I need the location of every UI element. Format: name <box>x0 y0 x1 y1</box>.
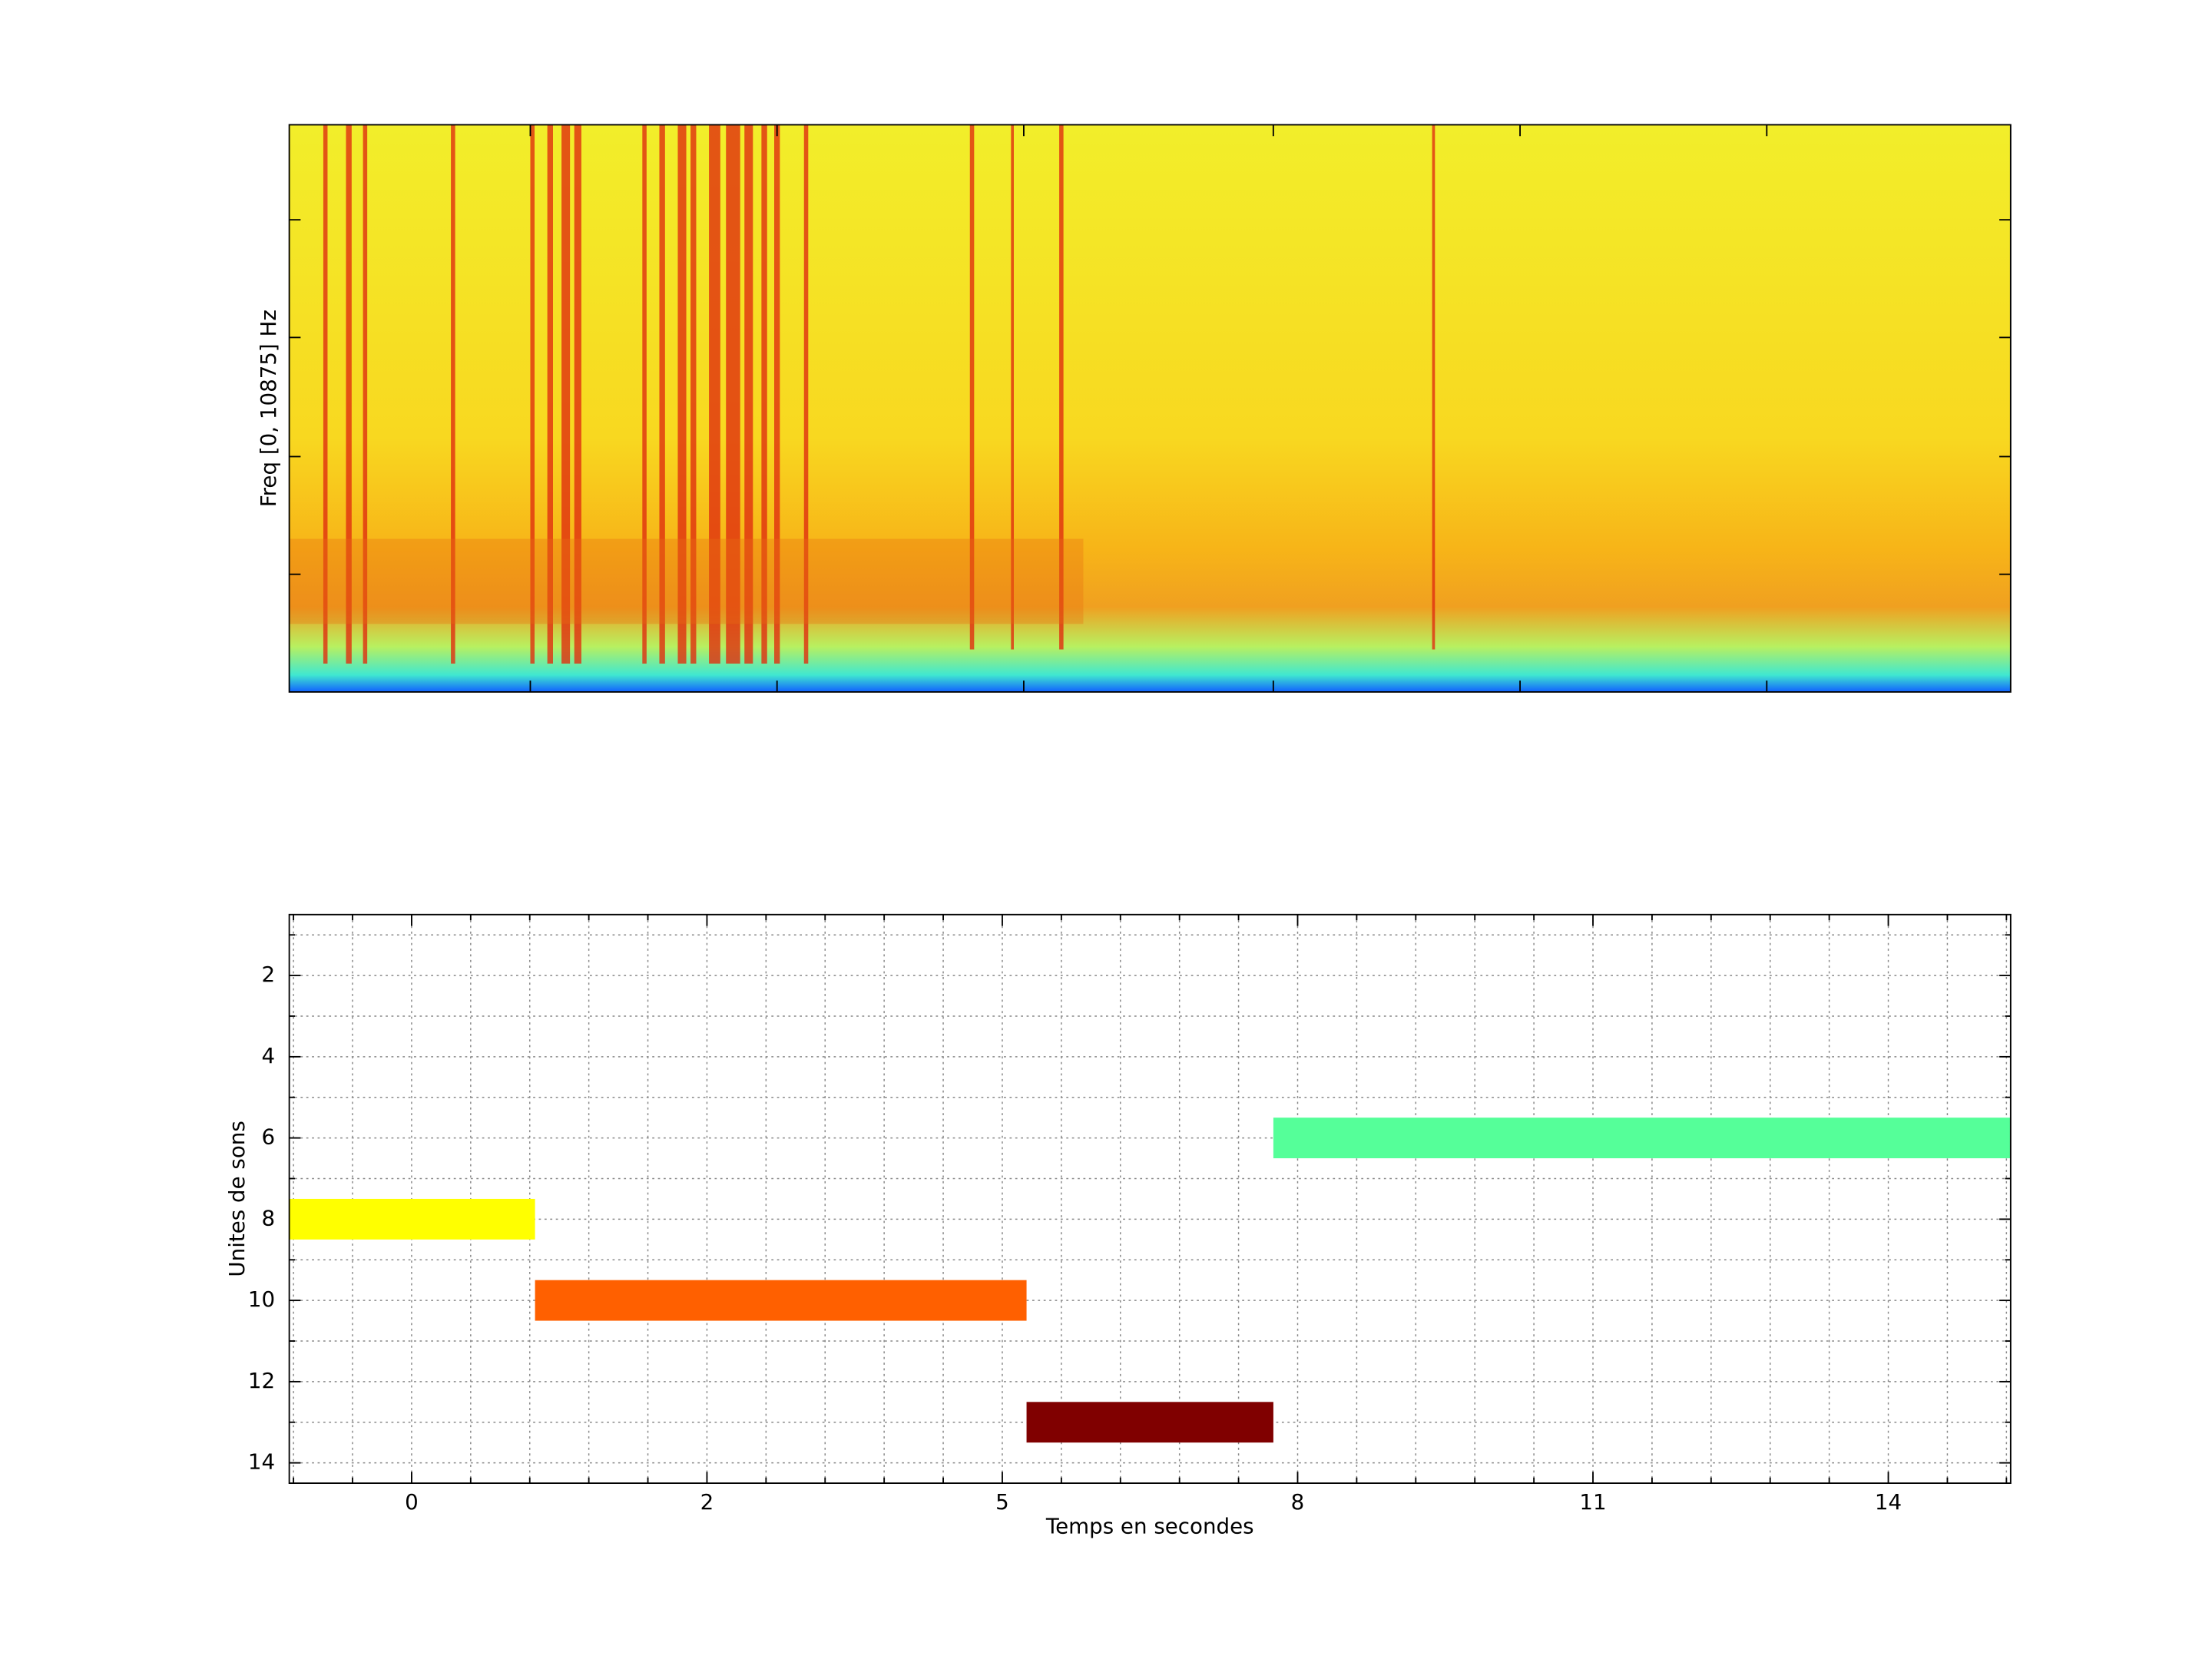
axes-frame <box>288 913 2012 1484</box>
segment-bar <box>1026 1402 1273 1443</box>
y-axis-label: Freq [0, 10875] Hz <box>256 310 281 507</box>
x-tick-label: 14 <box>1875 1489 1902 1515</box>
x-tick-label: 2 <box>700 1489 714 1515</box>
y-tick-label: 10 <box>248 1286 275 1312</box>
spectrogram-frame <box>288 124 2012 693</box>
spectrogram: Freq [0, 10875] Hz <box>256 124 2012 693</box>
y-axis-label: Unites de sons <box>224 1121 250 1277</box>
segment-bar <box>1273 1118 2011 1159</box>
spectrogram-ticks <box>289 124 2011 692</box>
segment-bar <box>535 1280 1027 1321</box>
x-tick-label: 11 <box>1579 1489 1606 1515</box>
y-tick-label: 12 <box>248 1368 275 1393</box>
y-tick-label: 4 <box>262 1043 276 1068</box>
y-tick-label: 14 <box>248 1449 275 1475</box>
x-tick-label: 0 <box>405 1489 419 1515</box>
x-axis-label: Temps en secondes <box>1045 1513 1254 1538</box>
segment-bar <box>289 1198 535 1240</box>
y-tick-label: 2 <box>262 962 276 987</box>
x-tick-label: 8 <box>1291 1489 1305 1515</box>
spectrogram-stripes <box>323 124 1435 664</box>
x-tick-label: 5 <box>995 1489 1009 1515</box>
y-tick-label: 6 <box>262 1124 276 1150</box>
y-tick-label: 8 <box>262 1205 276 1230</box>
timeline-chart: 0 2 5 8 11 14 2 4 6 8 10 12 14 Temps en secondes Unite… <box>224 913 2012 1538</box>
spectrogram-band <box>289 538 1084 624</box>
